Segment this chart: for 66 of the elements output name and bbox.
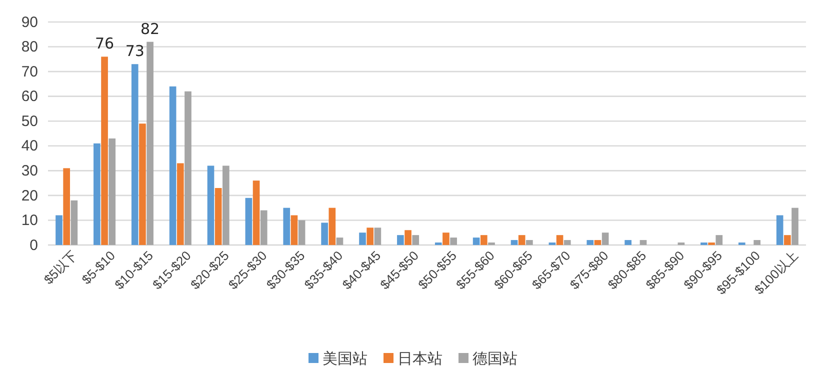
bar [70, 200, 78, 245]
legend-label: 日本站 [398, 349, 442, 368]
x-tick-label: $5以下 [40, 248, 80, 288]
bar [146, 42, 154, 245]
bar [472, 238, 480, 245]
bar [56, 215, 62, 245]
bar [101, 56, 108, 245]
bar [63, 168, 70, 245]
bar [94, 143, 100, 245]
bar [480, 235, 488, 245]
y-tick-label: 70 [21, 63, 38, 80]
bar [366, 228, 374, 245]
y-tick-label: 20 [21, 187, 38, 204]
bar [214, 188, 222, 245]
bar [564, 240, 571, 245]
y-tick-label: 10 [21, 212, 38, 230]
bar [586, 240, 594, 245]
bar [526, 240, 533, 245]
bar [298, 220, 306, 245]
bar [784, 235, 791, 245]
bar [336, 238, 344, 245]
y-tick-label: 90 [21, 14, 38, 31]
y-tick-label: 60 [21, 88, 38, 106]
bar [374, 228, 382, 245]
bar [108, 138, 116, 245]
bar [754, 240, 760, 245]
bar [169, 86, 176, 245]
bar [139, 124, 146, 245]
bar [328, 208, 336, 245]
data-label: 82 [140, 20, 160, 38]
bar [184, 91, 192, 245]
bar [222, 166, 230, 245]
y-tick-label: 0 [30, 236, 38, 254]
bar [131, 64, 138, 245]
y-tick-label: 50 [21, 112, 38, 130]
bar [776, 215, 784, 245]
bar [359, 232, 366, 245]
bar [450, 238, 457, 245]
legend-label: 德国站 [472, 349, 518, 368]
data-label: 76 [94, 34, 114, 53]
bar [176, 163, 184, 245]
bar [252, 180, 260, 245]
bar [624, 240, 632, 245]
bar [716, 235, 723, 245]
bar [594, 240, 602, 245]
bar [510, 240, 518, 245]
bar [442, 232, 450, 245]
bar [792, 208, 798, 245]
legend-label: 美国站 [322, 349, 368, 368]
data-label: 73 [125, 42, 144, 60]
y-tick-label: 40 [21, 138, 38, 155]
bar [290, 215, 298, 245]
bar [283, 208, 290, 245]
y-tick-label: 80 [21, 38, 38, 56]
bar [602, 232, 609, 245]
bar [397, 235, 404, 245]
bar [556, 235, 564, 245]
bar [404, 230, 412, 245]
bar [260, 210, 268, 245]
bar [207, 166, 214, 245]
bar [412, 235, 420, 245]
bar [518, 235, 526, 245]
bar [321, 222, 328, 245]
bar [245, 198, 252, 245]
bar [640, 240, 647, 245]
y-tick-label: 30 [21, 162, 38, 180]
